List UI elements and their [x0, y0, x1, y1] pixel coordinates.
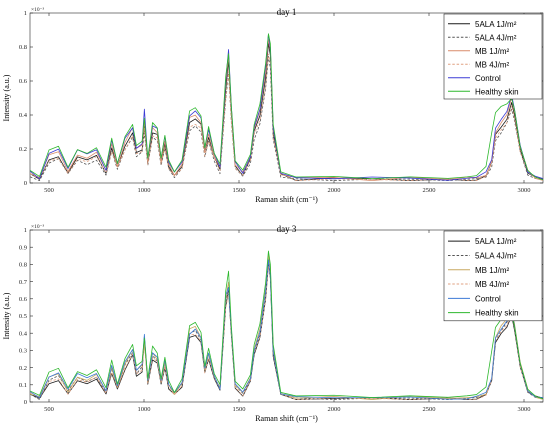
- x-axis-label: Raman shift (cm⁻¹): [255, 195, 318, 204]
- x-tick-label: 1500: [233, 406, 246, 413]
- legend-label: 5ALA 1J/m²: [475, 237, 517, 246]
- x-tick-label: 2000: [328, 187, 341, 194]
- x-tick-label: 2500: [423, 187, 436, 194]
- chart-title: day 3: [277, 224, 297, 234]
- y-tick-label: 0.8: [19, 44, 27, 51]
- y-tick-label: 0: [24, 399, 27, 406]
- panel-day-1: 500 1000 1500 2000 2500 3000 0 0.2 0.4 0.6 0.8 1 ×10…: [2, 7, 544, 204]
- x-tick-label: 500: [44, 187, 54, 194]
- y-tick-label: 0.1: [19, 382, 27, 389]
- series-line-5: [30, 33, 543, 181]
- x-tick-label: 1000: [138, 187, 151, 194]
- x-tick-label: 1000: [138, 406, 151, 413]
- y-tick-label: 0.2: [19, 365, 27, 372]
- legend-label: MB 1J/m²: [475, 47, 510, 56]
- y-tick-label: 0.4: [19, 112, 28, 119]
- series-layer: [30, 250, 543, 400]
- y-axis-label: Intensity (a.u.): [2, 292, 11, 339]
- legend-label: 5ALA 4J/m²: [475, 251, 517, 260]
- series-line-5: [30, 250, 543, 400]
- y-tick-label: 0.2: [19, 146, 27, 153]
- x-tick-label: 3000: [518, 406, 531, 413]
- legend-label: MB 1J/m²: [475, 266, 510, 275]
- y-tick-label: 0.3: [19, 348, 27, 355]
- legend-label: Healthy skin: [475, 309, 519, 318]
- legend-label: Healthy skin: [475, 87, 519, 96]
- panel-day-3: 500 1000 1500 2000 2500 3000 0 0.1 0.2 0.3 0.4 0.5 0…: [2, 224, 544, 423]
- series-line-3: [30, 265, 543, 400]
- y-exponent-label: ×10⁻³: [31, 224, 45, 230]
- y-axis-label: Intensity (a.u.): [2, 74, 11, 121]
- series-layer: [30, 33, 543, 182]
- legend-label: 5ALA 1J/m²: [475, 20, 517, 29]
- x-tick-label: 500: [44, 406, 54, 413]
- x-tick-label: 3000: [518, 187, 531, 194]
- legend: 5ALA 1J/m² 5ALA 4J/m² MB 1J/m² MB 4J/m² Cont…: [443, 13, 543, 100]
- y-tick-label: 0: [24, 180, 27, 187]
- legend-box: [443, 13, 543, 100]
- legend: 5ALA 1J/m² 5ALA 4J/m² MB 1J/m² MB 4J/m² Cont…: [443, 230, 543, 322]
- legend-box: [443, 230, 543, 322]
- legend-label: MB 4J/m²: [475, 280, 510, 289]
- legend-label: 5ALA 4J/m²: [475, 33, 517, 42]
- y-tick-label: 0.9: [19, 244, 27, 251]
- x-tick-label: 2500: [423, 406, 436, 413]
- y-tick-label: 1: [24, 227, 27, 234]
- legend-label: Control: [475, 74, 501, 83]
- y-tick-label: 0.6: [19, 296, 28, 303]
- y-tick-label: 0.7: [19, 279, 28, 286]
- y-exponent-label: ×10⁻³: [31, 7, 45, 13]
- y-tick-label: 0.4: [19, 330, 28, 337]
- x-tick-label: 2000: [328, 406, 341, 413]
- y-tick-label: 0.5: [19, 313, 27, 320]
- chart-title: day 1: [277, 7, 297, 17]
- legend-label: MB 4J/m²: [475, 60, 510, 69]
- series-line-1: [30, 56, 543, 182]
- y-tick-label: 1: [24, 10, 27, 17]
- series-line-3: [30, 53, 543, 182]
- y-tick-label: 0.6: [19, 78, 28, 85]
- x-tick-label: 1500: [233, 187, 246, 194]
- x-axis-label: Raman shift (cm⁻¹): [255, 414, 318, 423]
- legend-label: Control: [475, 294, 501, 303]
- y-tick-label: 0.8: [19, 262, 27, 269]
